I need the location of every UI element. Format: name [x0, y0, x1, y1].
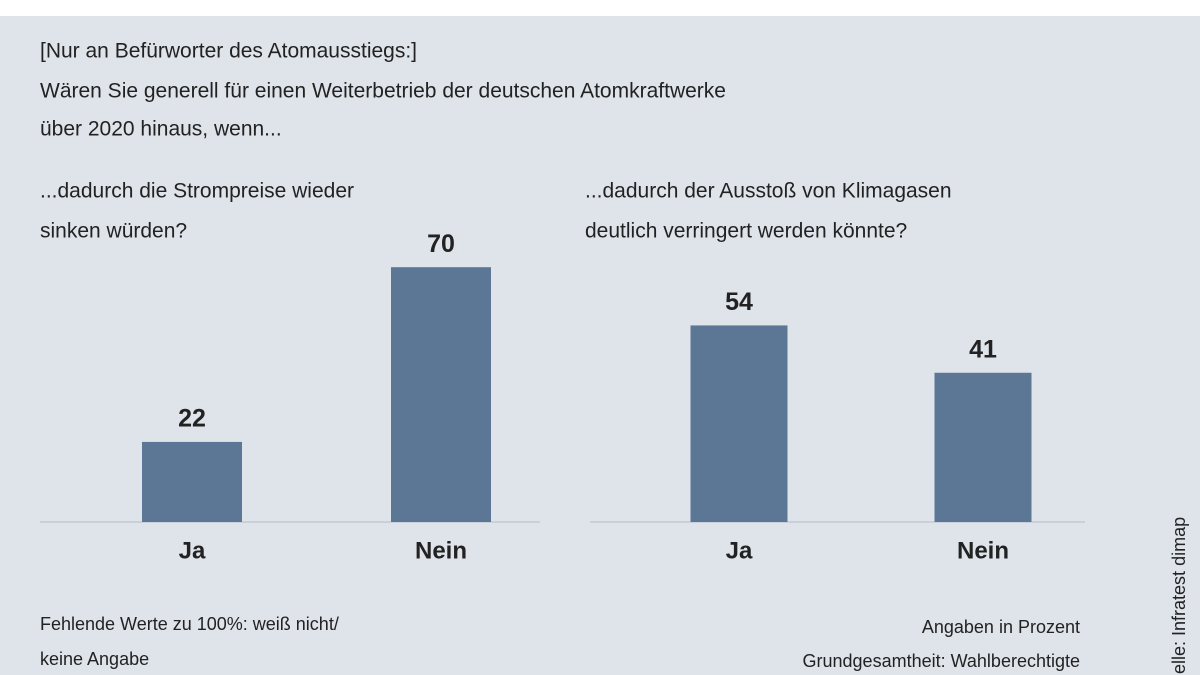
- unit-note: Angaben in Prozent: [922, 617, 1080, 637]
- base-note: Grundgesamtheit: Wahlberechtigte: [803, 651, 1080, 671]
- bar: [690, 325, 788, 522]
- footnote: Fehlende Werte zu 100%: weiß nicht/: [40, 614, 339, 634]
- value-label: 41: [969, 335, 997, 363]
- subchart-title: deutlich verringert werden könnte?: [585, 220, 907, 243]
- source: Quelle: Infratest dimap: [1169, 517, 1189, 675]
- footnote: keine Angabe: [40, 649, 149, 669]
- top-strip: [0, 0, 1200, 16]
- value-label: 54: [725, 288, 753, 316]
- x-tick-label: Ja: [726, 537, 753, 564]
- value-label: 70: [427, 230, 455, 258]
- value-label: 22: [178, 405, 206, 433]
- question: über 2020 hinaus, wenn...: [40, 118, 282, 141]
- bar: [934, 372, 1032, 522]
- bar: [391, 267, 491, 522]
- intro: [Nur an Befürworter des Atomausstiegs:]: [40, 40, 417, 63]
- subchart-title: sinken würden?: [40, 220, 187, 243]
- x-tick-label: Nein: [415, 537, 467, 564]
- x-tick-label: Nein: [957, 537, 1009, 564]
- x-tick-label: Ja: [179, 537, 206, 564]
- bar: [142, 441, 242, 522]
- subchart-title: ...dadurch der Ausstoß von Klimagasen: [585, 180, 952, 203]
- subchart-title: ...dadurch die Strompreise wieder: [40, 180, 354, 203]
- question: Wären Sie generell für einen Weiterbetri…: [40, 80, 726, 103]
